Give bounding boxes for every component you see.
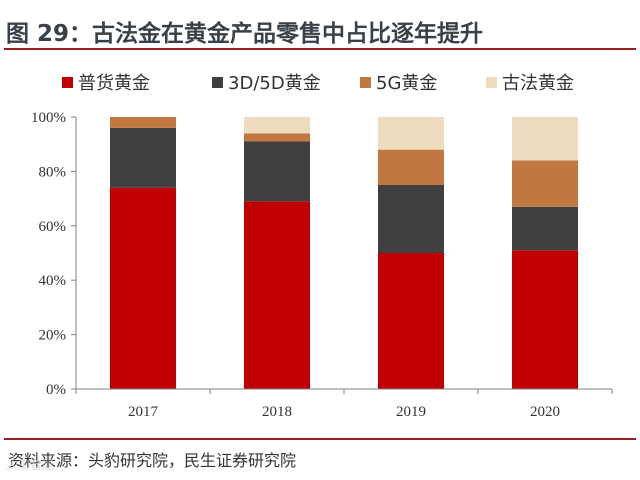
legend-label-3: 古法黄金 xyxy=(502,73,574,94)
title-divider xyxy=(4,48,636,50)
bar-2020-series-0 xyxy=(512,250,578,389)
y-tick-label-1: 20% xyxy=(39,328,67,344)
bars xyxy=(110,117,578,389)
y-tick-label-5: 100% xyxy=(31,110,66,126)
x-tick-label-2: 2019 xyxy=(396,404,426,420)
source-note: 资料来源：头豹研究院，民生证券研究院 xyxy=(8,451,297,470)
bar-2018-series-3 xyxy=(244,117,310,134)
bar-2017-series-2 xyxy=(110,117,176,128)
x-tick-label-0: 2017 xyxy=(128,404,159,420)
bar-2018-series-2 xyxy=(244,133,310,142)
y-tick-label-0: 0% xyxy=(46,382,66,398)
y-tick-label-4: 80% xyxy=(39,164,67,180)
y-tick-label-3: 60% xyxy=(39,219,67,235)
footer-divider xyxy=(4,438,636,440)
bar-2017-series-1 xyxy=(110,127,176,188)
x-tick-label-1: 2018 xyxy=(262,404,292,420)
bar-2019-series-1 xyxy=(378,185,444,253)
x-axis: 2017 2018 2019 2020 xyxy=(75,388,613,420)
x-tick-label-3: 2020 xyxy=(530,404,560,420)
chart-title: 图 29：古法金在黄金产品零售中占比逐年提升 xyxy=(6,21,484,47)
bar-2020-series-1 xyxy=(512,206,578,251)
bar-2018-series-1 xyxy=(244,141,310,202)
legend-swatch-2 xyxy=(360,77,371,88)
legend-swatch-1 xyxy=(212,77,223,88)
legend-swatch-0 xyxy=(62,77,73,88)
bar-2020-series-2 xyxy=(512,160,578,207)
legend-label-1: 3D/5D黄金 xyxy=(228,73,321,94)
legend-label-2: 5G黄金 xyxy=(376,73,437,94)
legend: 普货黄金 3D/5D黄金 5G黄金 古法黄金 xyxy=(62,73,574,94)
bar-2019-series-2 xyxy=(378,149,444,185)
bar-2017-series-0 xyxy=(110,187,176,389)
bar-2019-series-3 xyxy=(378,117,444,150)
y-tick-label-2: 40% xyxy=(39,273,67,289)
legend-label-0: 普货黄金 xyxy=(78,73,150,94)
bar-2018-series-0 xyxy=(244,201,310,389)
bar-2020-series-3 xyxy=(512,117,578,161)
legend-swatch-3 xyxy=(486,77,497,88)
bar-2019-series-0 xyxy=(378,253,444,389)
y-axis: 0% 20% 40% 60% 80% 100% xyxy=(31,110,77,398)
watermark: 人工智能 xyxy=(6,458,55,472)
